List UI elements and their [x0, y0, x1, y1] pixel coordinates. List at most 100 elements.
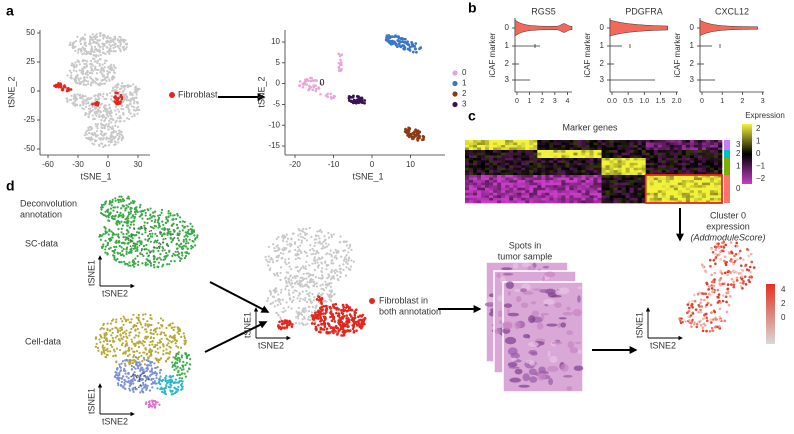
point	[141, 262, 144, 265]
heatmap-cell	[681, 150, 687, 153]
heatmap-cell	[561, 160, 566, 164]
point	[157, 261, 160, 264]
annotation-label: annotation	[20, 209, 62, 219]
point	[164, 249, 166, 251]
heatmap-cell	[473, 195, 478, 199]
point	[310, 280, 313, 283]
point	[153, 362, 156, 365]
heatmap-cell	[665, 180, 671, 183]
heatmap-cell	[589, 155, 594, 159]
cluster-label: 1	[736, 162, 741, 171]
heatmap-cell	[509, 192, 514, 196]
colorbar-tick-label: 2	[756, 124, 761, 133]
point	[313, 268, 317, 272]
point	[92, 35, 95, 39]
heatmap-cell	[669, 150, 675, 153]
point	[148, 237, 151, 240]
point	[118, 339, 122, 342]
heatmap-cell	[477, 152, 482, 156]
heatmap-cell	[657, 142, 663, 146]
point	[110, 121, 113, 124]
point	[122, 315, 125, 318]
point	[144, 335, 147, 338]
point	[178, 360, 181, 363]
point	[183, 244, 186, 247]
heatmap-cell	[465, 145, 470, 148]
point	[317, 292, 321, 295]
heatmap-cell	[665, 145, 671, 148]
point	[290, 307, 293, 310]
heatmap-cell	[525, 147, 530, 151]
heatmap-cell	[605, 155, 610, 159]
heatmap-cell	[629, 195, 634, 199]
point	[142, 368, 145, 371]
heatmap-cell	[525, 175, 530, 178]
heatmap-cell	[509, 200, 514, 204]
heatmap-cell	[601, 185, 606, 189]
heatmap-cell	[645, 170, 651, 173]
point	[129, 359, 132, 362]
heatmap-cell	[529, 195, 534, 199]
point	[115, 318, 118, 321]
heatmap-cell	[681, 160, 687, 164]
point	[95, 135, 98, 138]
point	[169, 230, 172, 233]
point	[334, 254, 337, 257]
heatmap-cell	[489, 167, 494, 171]
point	[118, 47, 121, 50]
heatmap-cell	[601, 162, 606, 166]
point	[135, 96, 138, 100]
point	[105, 116, 108, 120]
heatmap-cell	[641, 142, 647, 146]
heatmap-cell	[641, 187, 647, 191]
point	[106, 347, 109, 350]
heatmap-cell	[465, 190, 470, 194]
point	[132, 326, 135, 329]
heatmap-cell	[573, 145, 578, 148]
heatmap-cell	[633, 155, 638, 159]
point	[60, 88, 64, 92]
y-tick-label: 2	[600, 59, 605, 68]
point	[98, 113, 101, 116]
heatmap-cell	[577, 167, 582, 171]
point	[140, 354, 143, 357]
point	[113, 140, 116, 143]
heatmap-cell	[681, 200, 687, 204]
point	[320, 256, 324, 259]
heatmap-cell	[701, 192, 707, 196]
heatmap-cell	[621, 147, 626, 151]
point	[406, 133, 410, 137]
point	[184, 245, 188, 248]
heatmap-cell	[693, 175, 699, 178]
heatmap-cell	[609, 140, 614, 143]
heatmap-cell	[549, 158, 554, 161]
point	[323, 299, 326, 303]
point	[169, 237, 172, 240]
heatmap-cell	[509, 197, 514, 201]
point	[143, 248, 146, 251]
point	[152, 337, 155, 340]
heatmap-cell	[569, 190, 574, 194]
point	[132, 313, 135, 316]
point	[127, 238, 130, 242]
point	[81, 72, 84, 76]
point	[305, 232, 308, 236]
point	[124, 350, 128, 353]
point	[120, 220, 123, 223]
point	[122, 323, 125, 327]
point	[305, 277, 308, 280]
point	[182, 240, 185, 243]
point	[121, 38, 124, 41]
heatmap-cell	[669, 180, 675, 183]
heatmap-cell	[717, 142, 723, 146]
heatmap-cell	[553, 155, 558, 159]
heatmap-cell	[705, 145, 711, 148]
colorbar	[742, 124, 752, 184]
heatmap-cell	[717, 177, 723, 181]
heatmap-cell	[561, 172, 566, 176]
heatmap-cell	[605, 180, 610, 183]
heatmap-cell	[553, 185, 558, 189]
point	[323, 239, 327, 242]
heatmap-cell	[633, 175, 638, 178]
point	[112, 69, 115, 72]
